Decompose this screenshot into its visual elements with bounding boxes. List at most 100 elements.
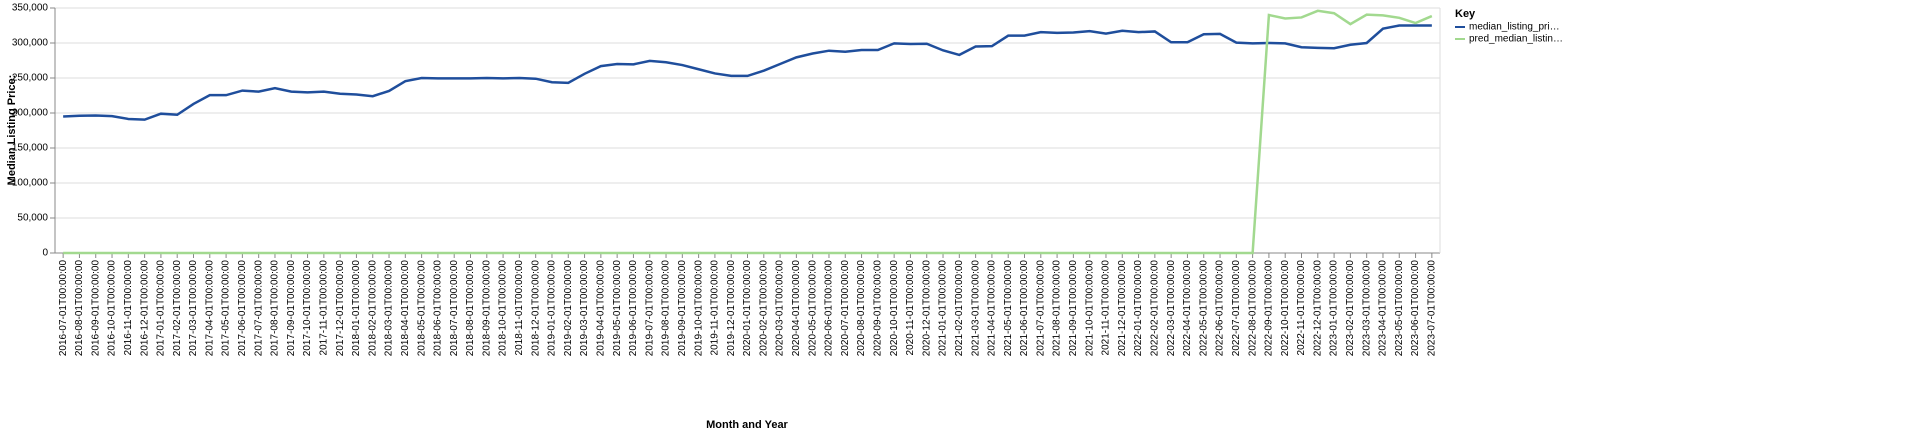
x-tick-label: 2020-05-01T00:00:00 — [807, 260, 818, 357]
x-tick-label: 2016-08-01T00:00:00 — [74, 260, 85, 357]
y-tick-label: 150,000 — [12, 143, 49, 154]
legend-title: Key — [1455, 8, 1476, 20]
x-tick-label: 2019-08-01T00:00:00 — [661, 260, 672, 357]
x-tick-label: 2020-04-01T00:00:00 — [791, 260, 802, 357]
y-tick-label: 50,000 — [17, 213, 48, 224]
x-tick-label: 2018-05-01T00:00:00 — [416, 260, 427, 357]
x-tick-label: 2018-07-01T00:00:00 — [449, 260, 460, 357]
x-tick-label: 2022-10-01T00:00:00 — [1280, 260, 1291, 357]
x-tick-label: 2016-09-01T00:00:00 — [90, 260, 101, 357]
x-tick-label: 2022-06-01T00:00:00 — [1215, 260, 1226, 357]
x-tick-label: 2018-09-01T00:00:00 — [481, 260, 492, 357]
x-tick-label: 2022-11-01T00:00:00 — [1296, 260, 1307, 356]
x-tick-label: 2021-12-01T00:00:00 — [1117, 260, 1128, 357]
x-tick-label: 2022-01-01T00:00:00 — [1133, 260, 1144, 357]
x-tick-label: 2020-12-01T00:00:00 — [921, 260, 932, 357]
x-tick-label: 2020-06-01T00:00:00 — [824, 260, 835, 357]
x-tick-label: 2019-03-01T00:00:00 — [579, 260, 590, 357]
x-axis-title: Month and Year — [706, 419, 788, 431]
legend-label: median_listing_pri… — [1469, 22, 1560, 33]
y-tick-label: 300,000 — [12, 38, 49, 49]
x-tick-label: 2020-11-01T00:00:00 — [905, 260, 916, 356]
x-tick-label: 2020-01-01T00:00:00 — [742, 260, 753, 357]
x-tick-label: 2017-09-01T00:00:00 — [286, 260, 297, 357]
x-tick-label: 2021-10-01T00:00:00 — [1084, 260, 1095, 357]
x-tick-label: 2017-07-01T00:00:00 — [253, 260, 264, 357]
x-tick-label: 2023-04-01T00:00:00 — [1378, 260, 1389, 357]
x-tick-label: 2017-01-01T00:00:00 — [156, 260, 167, 357]
x-tick-label: 2017-04-01T00:00:00 — [204, 260, 215, 357]
y-tick-label: 100,000 — [12, 178, 49, 189]
series-line — [63, 24, 1432, 121]
x-tick-label: 2017-06-01T00:00:00 — [237, 260, 248, 357]
x-tick-label: 2018-11-01T00:00:00 — [514, 260, 525, 356]
x-tick-label: 2019-07-01T00:00:00 — [644, 260, 655, 357]
x-tick-label: 2022-02-01T00:00:00 — [1149, 260, 1160, 357]
x-tick-label: 2023-05-01T00:00:00 — [1394, 260, 1405, 357]
x-tick-label: 2016-10-01T00:00:00 — [107, 260, 118, 357]
x-tick-label: 2023-02-01T00:00:00 — [1345, 260, 1356, 357]
x-tick-label: 2019-04-01T00:00:00 — [595, 260, 606, 357]
y-tick-label: 0 — [42, 248, 48, 259]
x-tick-label: 2020-09-01T00:00:00 — [872, 260, 883, 357]
x-tick-label: 2018-08-01T00:00:00 — [465, 260, 476, 357]
x-tick-label: 2021-05-01T00:00:00 — [1003, 260, 1014, 357]
x-tick-label: 2018-06-01T00:00:00 — [433, 260, 444, 357]
x-tick-label: 2018-01-01T00:00:00 — [351, 260, 362, 357]
x-tick-label: 2017-11-01T00:00:00 — [318, 260, 329, 356]
x-tick-label: 2017-05-01T00:00:00 — [221, 260, 232, 357]
x-tick-label: 2018-10-01T00:00:00 — [498, 260, 509, 357]
x-tick-label: 2023-01-01T00:00:00 — [1329, 260, 1340, 357]
x-tick-label: 2018-04-01T00:00:00 — [400, 260, 411, 357]
x-tick-label: 2017-12-01T00:00:00 — [335, 260, 346, 357]
x-tick-label: 2021-08-01T00:00:00 — [1052, 260, 1063, 357]
x-tick-label: 2018-02-01T00:00:00 — [367, 260, 378, 357]
x-tick-label: 2017-08-01T00:00:00 — [270, 260, 281, 357]
x-tick-label: 2018-03-01T00:00:00 — [384, 260, 395, 357]
x-tick-label: 2020-03-01T00:00:00 — [775, 260, 786, 357]
x-tick-label: 2017-03-01T00:00:00 — [188, 260, 199, 357]
x-tick-label: 2022-03-01T00:00:00 — [1166, 260, 1177, 357]
x-tick-label: 2022-08-01T00:00:00 — [1247, 260, 1258, 357]
x-tick-label: 2016-12-01T00:00:00 — [139, 260, 150, 357]
x-tick-label: 2023-06-01T00:00:00 — [1410, 260, 1421, 357]
x-tick-label: 2020-08-01T00:00:00 — [856, 260, 867, 357]
x-tick-label: 2021-04-01T00:00:00 — [987, 260, 998, 357]
x-tick-label: 2021-06-01T00:00:00 — [1019, 260, 1030, 357]
x-tick-label: 2019-06-01T00:00:00 — [628, 260, 639, 357]
x-tick-label: 2020-02-01T00:00:00 — [758, 260, 769, 357]
x-tick-label: 2017-02-01T00:00:00 — [172, 260, 183, 357]
x-tick-label: 2016-07-01T00:00:00 — [58, 260, 69, 357]
y-tick-label: 250,000 — [12, 73, 49, 84]
y-axis-title: Median Listing Price: — [6, 75, 18, 186]
x-tick-label: 2019-05-01T00:00:00 — [612, 260, 623, 357]
y-tick-label: 200,000 — [12, 108, 49, 119]
x-tick-label: 2019-12-01T00:00:00 — [726, 260, 737, 357]
x-tick-label: 2018-12-01T00:00:00 — [530, 260, 541, 357]
x-tick-label: 2019-01-01T00:00:00 — [547, 260, 558, 357]
x-tick-label: 2023-03-01T00:00:00 — [1361, 260, 1372, 357]
x-tick-label: 2019-10-01T00:00:00 — [693, 260, 704, 357]
x-tick-label: 2021-11-01T00:00:00 — [1101, 260, 1112, 356]
x-tick-label: 2016-11-01T00:00:00 — [123, 260, 134, 356]
x-tick-label: 2022-04-01T00:00:00 — [1182, 260, 1193, 357]
x-tick-label: 2021-09-01T00:00:00 — [1068, 260, 1079, 357]
x-tick-label: 2022-07-01T00:00:00 — [1231, 260, 1242, 357]
x-tick-label: 2021-07-01T00:00:00 — [1035, 260, 1046, 357]
series-line — [63, 9, 1433, 255]
x-tick-label: 2019-11-01T00:00:00 — [710, 260, 721, 356]
x-tick-label: 2020-07-01T00:00:00 — [840, 260, 851, 357]
x-tick-label: 2019-09-01T00:00:00 — [677, 260, 688, 357]
x-tick-label: 2022-05-01T00:00:00 — [1198, 260, 1209, 357]
x-tick-label: 2021-03-01T00:00:00 — [970, 260, 981, 357]
x-tick-label: 2023-07-01T00:00:00 — [1426, 260, 1437, 357]
x-tick-label: 2022-09-01T00:00:00 — [1264, 260, 1275, 357]
x-tick-label: 2021-02-01T00:00:00 — [954, 260, 965, 357]
legend-label: pred_median_listin… — [1469, 34, 1563, 45]
x-tick-label: 2021-01-01T00:00:00 — [938, 260, 949, 357]
x-tick-label: 2017-10-01T00:00:00 — [302, 260, 313, 357]
x-tick-label: 2022-12-01T00:00:00 — [1312, 260, 1323, 357]
x-tick-label: 2020-10-01T00:00:00 — [889, 260, 900, 357]
x-tick-label: 2019-02-01T00:00:00 — [563, 260, 574, 357]
